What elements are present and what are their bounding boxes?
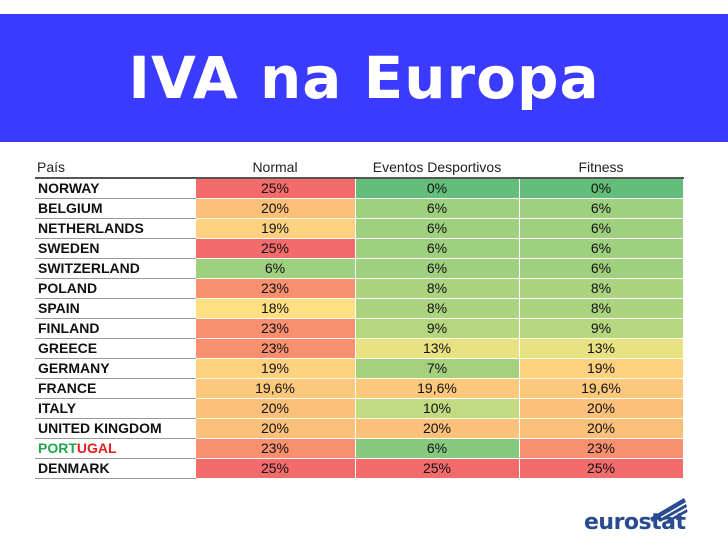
column-header-fitness: Fitness [519,157,683,179]
vat-table: País Normal Eventos Desportivos Fitness … [35,157,684,479]
normal-cell: 23% [195,318,356,339]
fitness-cell: 19% [519,358,684,379]
column-header-normal: Normal [195,157,355,179]
country-part-red: UGAL [76,440,117,456]
fitness-cell: 8% [519,278,684,299]
fitness-cell: 6% [519,238,684,259]
table-row: UNITED KINGDOM 20% 20% 20% [35,418,684,439]
page-title: IVA na Europa [128,44,600,112]
vat-table-container: País Normal Eventos Desportivos Fitness … [35,157,684,479]
eventos-cell: 13% [355,338,520,359]
fitness-cell: 20% [519,398,684,419]
eurostat-wordmark: eurostat [584,510,686,535]
table-row: SWEDEN 25% 6% 6% [35,238,684,259]
country-cell: BELGIUM [35,198,196,219]
normal-cell: 25% [195,178,356,199]
table-row: POLAND 23% 8% 8% [35,278,684,299]
fitness-cell: 20% [519,418,684,439]
country-cell: ITALY [35,398,196,419]
eventos-cell: 10% [355,398,520,419]
table-row: NORWAY 25% 0% 0% [35,178,684,199]
eventos-cell: 6% [355,438,520,459]
eventos-cell: 25% [355,458,520,479]
country-cell: NETHERLANDS [35,218,196,239]
fitness-cell: 6% [519,198,684,219]
eventos-cell: 20% [355,418,520,439]
normal-cell: 25% [195,458,356,479]
country-cell: UNITED KINGDOM [35,418,196,439]
normal-cell: 19,6% [195,378,356,399]
country-cell: FRANCE [35,378,196,399]
fitness-cell: 13% [519,338,684,359]
country-cell: SWITZERLAND [35,258,196,279]
table-row: FRANCE 19,6% 19,6% 19,6% [35,378,684,399]
table-row: SWITZERLAND 6% 6% 6% [35,258,684,279]
country-cell: NORWAY [35,178,196,199]
table-row: GERMANY 19% 7% 19% [35,358,684,379]
normal-cell: 25% [195,238,356,259]
table-row: ITALY 20% 10% 20% [35,398,684,419]
table-row: NETHERLANDS 19% 6% 6% [35,218,684,239]
fitness-cell: 9% [519,318,684,339]
table-row: DENMARK 25% 25% 25% [35,458,684,479]
eventos-cell: 8% [355,298,520,319]
normal-cell: 20% [195,198,356,219]
fitness-cell: 8% [519,298,684,319]
eventos-cell: 6% [355,258,520,279]
normal-cell: 20% [195,398,356,419]
country-cell: POLAND [35,278,196,299]
table-header-row: País Normal Eventos Desportivos Fitness [35,157,683,179]
eventos-cell: 9% [355,318,520,339]
table-row: FINLAND 23% 9% 9% [35,318,684,339]
fitness-cell: 23% [519,438,684,459]
country-cell-portugal: PORTUGAL [35,438,196,459]
fitness-cell: 6% [519,258,684,279]
normal-cell: 23% [195,338,356,359]
table-row: BELGIUM 20% 6% 6% [35,198,684,219]
column-header-eventos: Eventos Desportivos [355,157,519,179]
normal-cell: 19% [195,218,356,239]
fitness-cell: 6% [519,218,684,239]
eventos-cell: 8% [355,278,520,299]
normal-cell: 6% [195,258,356,279]
fitness-cell: 19,6% [519,378,684,399]
eventos-cell: 6% [355,198,520,219]
eurostat-bars-icon [650,498,688,522]
normal-cell: 18% [195,298,356,319]
country-cell: SWEDEN [35,238,196,259]
country-cell: GERMANY [35,358,196,379]
normal-cell: 19% [195,358,356,379]
normal-cell: 20% [195,418,356,439]
eventos-cell: 0% [355,178,520,199]
table-row: PORTUGAL 23% 6% 23% [35,438,684,459]
normal-cell: 23% [195,278,356,299]
country-cell: DENMARK [35,458,196,479]
title-banner: IVA na Europa [0,14,728,142]
country-cell: GREECE [35,338,196,359]
country-part-green: PORT [38,440,77,456]
table-row: GREECE 23% 13% 13% [35,338,684,359]
column-header-country: País [35,157,195,179]
fitness-cell: 0% [519,178,684,199]
fitness-cell: 25% [519,458,684,479]
eventos-cell: 19,6% [355,378,520,399]
eventos-cell: 6% [355,238,520,259]
normal-cell: 23% [195,438,356,459]
eventos-cell: 6% [355,218,520,239]
table-row: SPAIN 18% 8% 8% [35,298,684,319]
country-cell: SPAIN [35,298,196,319]
eventos-cell: 7% [355,358,520,379]
eurostat-logo: eurostat [584,496,688,540]
country-cell: FINLAND [35,318,196,339]
